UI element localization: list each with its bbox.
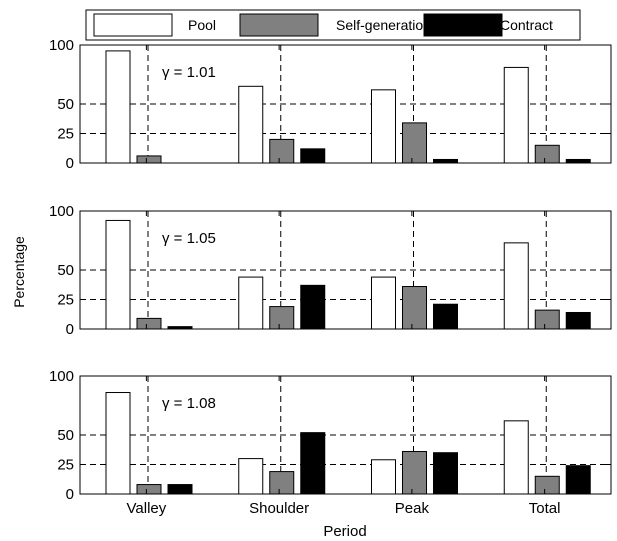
bar-pool-peak [371,276,396,330]
bar-contract-shoulder [300,284,326,330]
bar-pool-peak [371,459,396,495]
x-tick-label-shoulder: Shoulder [249,500,309,517]
bar-self-generation-valley [136,155,162,164]
x-tick-label-peak: Peak [395,500,430,517]
x-axis-label: Period [323,523,366,540]
legend-label-pool: Pool [188,17,216,33]
gamma-annotation: γ = 1.05 [162,230,216,247]
x-tick-label-valley: Valley [127,500,167,517]
bar-contract-shoulder [300,432,326,495]
chart-panel-1: 0 25 50 100 γ = 1.01 [49,37,612,172]
y-tick-label: 100 [49,368,74,385]
legend: Pool Self-generation Contract [85,9,581,41]
bar-self-generation-peak [402,286,427,330]
y-tick-label: 0 [66,321,74,338]
bar-self-generation-valley [136,317,162,330]
bar-pool-valley [105,392,131,495]
y-tick-label: 100 [49,37,74,54]
bar-pool-valley [105,50,131,164]
bar-self-generation-shoulder [269,138,295,164]
bar-pool-shoulder [238,458,264,495]
bar-pool-total [503,242,529,330]
gamma-annotation: γ = 1.08 [162,395,216,412]
y-tick-label: 0 [66,486,74,503]
y-tick-label: 25 [57,457,74,474]
legend-swatch-contract [423,13,503,37]
legend-label-self-generation: Self-generation [336,17,431,33]
x-tick-label-total: Total [529,500,561,517]
bar-contract-total [565,465,591,495]
bar-pool-peak [371,89,396,164]
bar-self-generation-peak [402,122,427,164]
y-tick-label: 50 [57,427,74,444]
chart-panels: 0 25 50 100 γ = 1.01 0 25 50 100 γ = 1.05 0 25 50 100… [49,37,612,517]
legend-swatch-self-generation [239,13,319,37]
y-tick-label: 0 [66,155,74,172]
y-tick-label: 25 [57,292,74,309]
legend-swatch-pool [93,13,173,37]
bar-contract-peak [433,303,458,330]
bar-pool-total [503,420,529,495]
bar-self-generation-total [534,144,560,164]
bar-self-generation-total [534,309,560,330]
y-tick-label: 50 [57,96,74,113]
y-axis-label: Percentage [11,236,27,308]
bar-contract-total [565,311,591,330]
bar-contract-peak [433,452,458,495]
chart-panel-2: 0 25 50 100 γ = 1.05 [49,203,612,338]
bar-pool-shoulder [238,276,264,330]
y-tick-label: 50 [57,262,74,279]
bar-self-generation-peak [402,451,427,495]
gamma-annotation: γ = 1.01 [162,64,216,81]
y-tick-label: 100 [49,203,74,220]
bar-contract-shoulder [300,148,326,164]
bar-pool-total [503,66,529,164]
bar-self-generation-shoulder [269,306,295,330]
bar-pool-shoulder [238,85,264,164]
chart-panel-3: 0 25 50 100 γ = 1.08 Valley Shoulder Peak Total [49,368,612,517]
y-tick-label: 25 [57,126,74,143]
bar-self-generation-shoulder [269,471,295,495]
bar-self-generation-total [534,475,560,495]
bar-self-generation-valley [136,484,162,495]
bar-contract-total [565,158,591,164]
bar-contract-valley [167,484,193,495]
bar-pool-valley [105,219,131,330]
bar-contract-peak [433,158,458,164]
legend-label-contract: Contract [500,17,553,33]
